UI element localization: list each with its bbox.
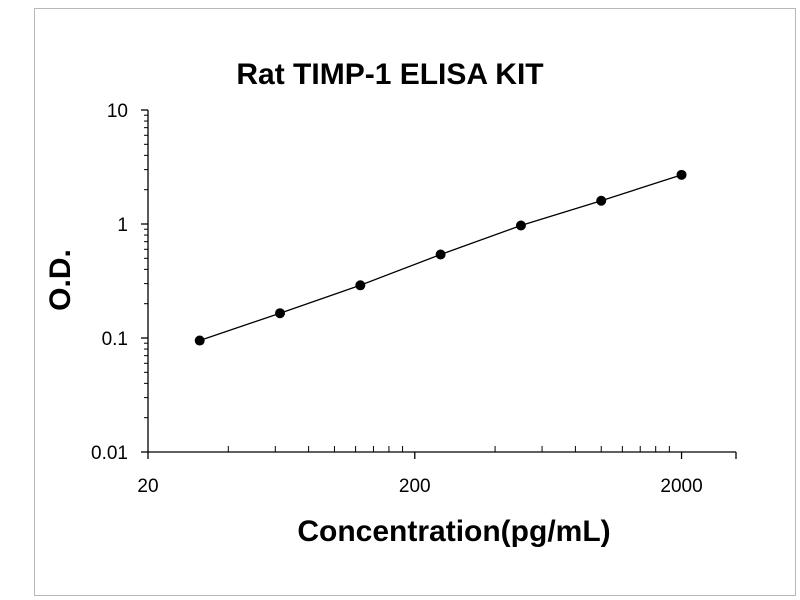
axes: 0.01 0.1 1 10 20 200 2000 (91, 101, 737, 497)
chart-title: Rat TIMP-1 ELISA KIT (236, 58, 543, 91)
x-tick-label: 20 (137, 476, 158, 497)
data-point (676, 169, 687, 180)
y-tick-label: 1 (117, 215, 128, 236)
y-axis-label: O.D. (44, 249, 77, 311)
data-point (515, 220, 526, 231)
data-point (596, 195, 607, 206)
data-point (435, 249, 446, 260)
x-tick-label: 2000 (660, 476, 702, 497)
data-point (194, 335, 205, 346)
y-tick-label: 0.1 (102, 329, 128, 350)
data-point (355, 280, 366, 291)
y-tick-label: 10 (107, 101, 128, 122)
x-axis-label: Concentration(pg/mL) (297, 515, 610, 548)
y-tick-label: 0.01 (91, 443, 128, 464)
chart-frame (34, 8, 796, 596)
series-group (194, 169, 687, 346)
x-tick-label: 200 (399, 476, 431, 497)
data-point (275, 308, 286, 319)
